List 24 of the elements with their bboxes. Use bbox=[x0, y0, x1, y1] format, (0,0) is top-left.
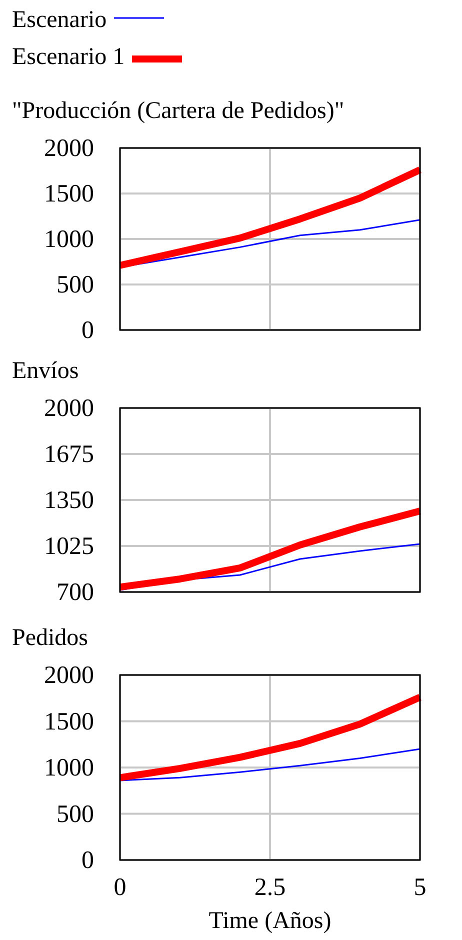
x-tick-label: 2.5 bbox=[254, 874, 286, 901]
legend-label: Escenario bbox=[12, 7, 107, 33]
chart-title: Envíos bbox=[12, 358, 79, 384]
y-tick-label: 2000 bbox=[44, 662, 94, 689]
y-tick-label: 1000 bbox=[44, 226, 94, 253]
y-tick-label: 0 bbox=[82, 317, 94, 344]
x-axis-title: Time (Años) bbox=[208, 908, 332, 934]
y-tick-label: 700 bbox=[56, 579, 94, 606]
y-tick-label: 1675 bbox=[44, 441, 94, 468]
x-tick-label: 5 bbox=[414, 874, 426, 901]
y-tick-label: 1025 bbox=[44, 533, 94, 560]
chart-title: "Producción (Cartera de Pedidos)" bbox=[12, 98, 344, 124]
y-tick-label: 1500 bbox=[44, 708, 94, 736]
y-tick-label: 1350 bbox=[44, 487, 94, 514]
chart-title: Pedidos bbox=[12, 625, 88, 651]
y-tick-label: 1500 bbox=[44, 180, 94, 208]
x-tick-label: 0 bbox=[114, 874, 126, 901]
y-tick-label: 0 bbox=[82, 847, 94, 874]
y-tick-label: 2000 bbox=[44, 135, 94, 162]
y-tick-label: 500 bbox=[56, 272, 94, 298]
y-tick-label: 500 bbox=[56, 800, 94, 828]
legend-label: Escenario 1 bbox=[12, 44, 125, 70]
y-tick-label: 2000 bbox=[44, 395, 94, 422]
y-tick-label: 1000 bbox=[44, 754, 94, 782]
